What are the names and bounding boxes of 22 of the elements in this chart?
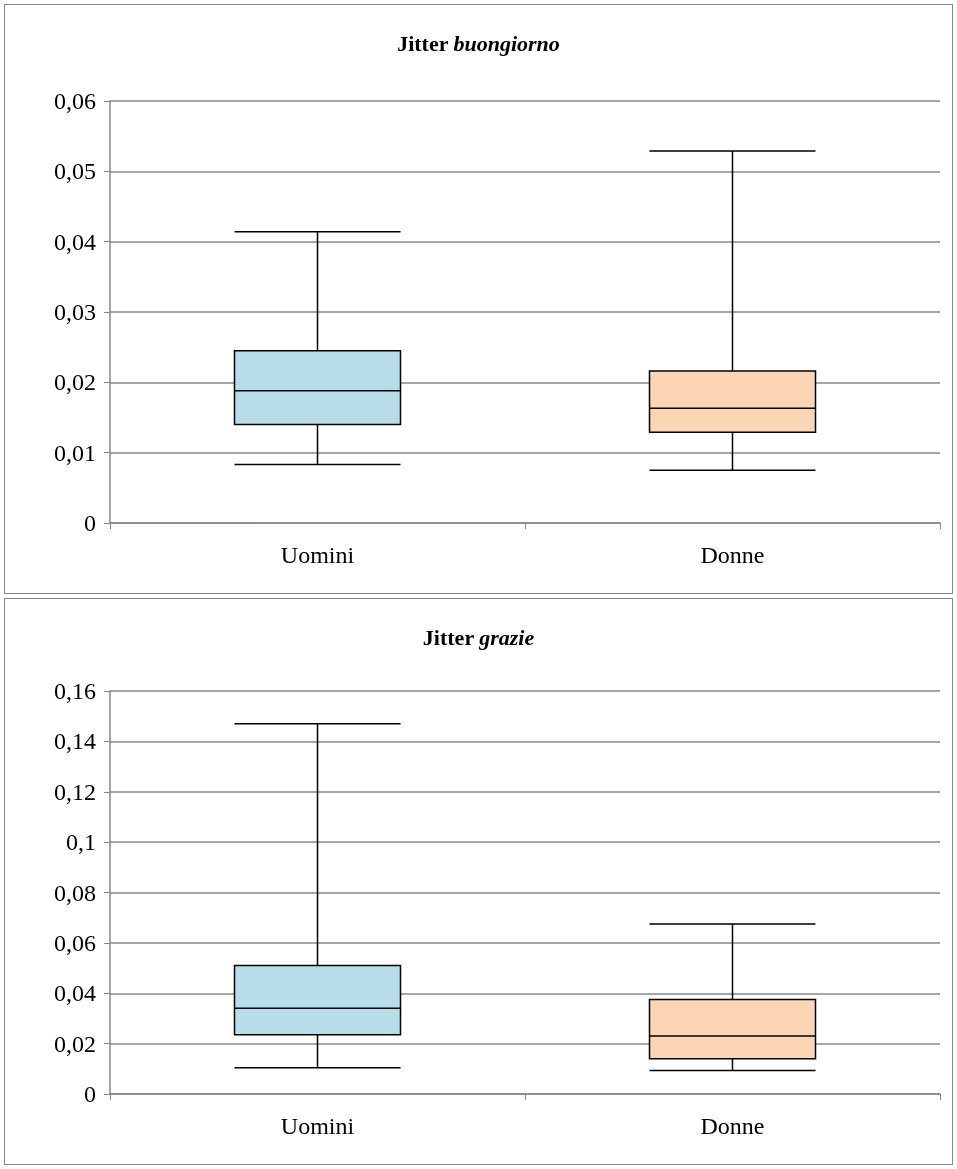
y-tick-label: 0,02 bbox=[54, 1030, 96, 1057]
y-tick-label: 0,01 bbox=[54, 439, 96, 466]
y-tick-label: 0,06 bbox=[54, 929, 96, 956]
y-tick-label: 0 bbox=[84, 1081, 96, 1107]
y-tick-label: 0,12 bbox=[54, 778, 96, 805]
chart-title: Jitter grazie bbox=[422, 624, 535, 650]
y-tick-label: 0,02 bbox=[54, 369, 96, 396]
x-tick-label: Donne bbox=[700, 1113, 765, 1139]
y-tick-label: 0,08 bbox=[54, 879, 96, 906]
x-tick-label: Uomini bbox=[280, 1113, 355, 1139]
y-tick-label: 0,03 bbox=[54, 299, 96, 325]
x-tick-label: Uomini bbox=[280, 542, 355, 568]
chart-title: Jitter buongiorno bbox=[397, 30, 560, 56]
y-tick-label: 0,14 bbox=[54, 728, 96, 755]
y-tick-label: 0,04 bbox=[54, 228, 96, 255]
y-tick-label: 0,05 bbox=[54, 158, 96, 185]
y-tick-label: 0,1 bbox=[66, 829, 96, 856]
y-tick-label: 0,16 bbox=[54, 678, 96, 704]
y-tick-label: 0 bbox=[84, 510, 96, 536]
y-tick-label: 0,04 bbox=[54, 980, 96, 1007]
x-tick-label: Donne bbox=[700, 542, 765, 568]
y-tick-label: 0,06 bbox=[54, 88, 96, 114]
